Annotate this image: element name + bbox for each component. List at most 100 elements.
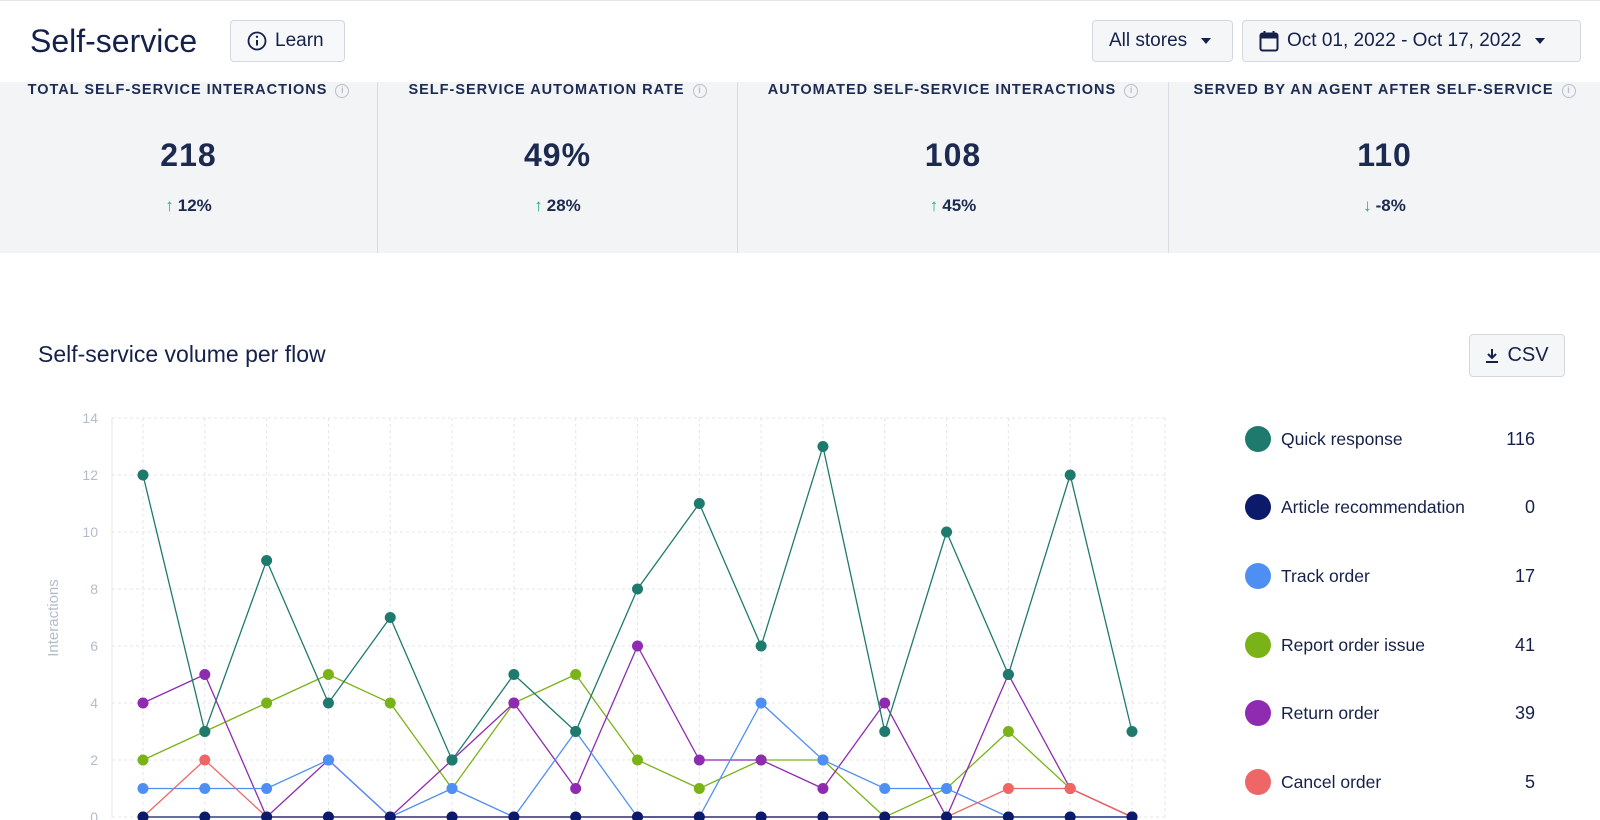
data-point-cancel-order: [199, 754, 211, 766]
data-point-report-order-issue: [384, 697, 396, 709]
data-point-quick-response: [261, 555, 273, 566]
data-point-quick-response: [137, 469, 149, 481]
stat-automation-rate: SELF-SERVICE AUTOMATION RATE i 49% ↑ 28%: [378, 82, 738, 253]
data-point-article-recommendation: [817, 811, 829, 820]
legend-name: Report order issue: [1281, 634, 1425, 655]
learn-label: Learn: [275, 30, 324, 51]
data-point-article-recommendation: [693, 811, 705, 820]
y-axis-label: Interactions: [45, 579, 62, 657]
data-point-track-order: [137, 783, 149, 794]
y-tick-label: 0: [90, 809, 98, 820]
data-point-article-recommendation: [632, 811, 643, 820]
data-point-return-order: [632, 640, 643, 652]
data-point-quick-response: [1126, 726, 1138, 737]
chart-title: Self-service volume per flow: [38, 341, 326, 367]
data-point-article-recommendation: [1002, 811, 1014, 820]
data-point-report-order-issue: [632, 754, 643, 766]
data-point-quick-response: [322, 697, 334, 709]
download-icon: [1486, 348, 1499, 363]
legend-item-quick-response[interactable]: Quick response 116: [1245, 424, 1535, 454]
arrow-down-icon: ↓: [1363, 196, 1372, 215]
data-point-quick-response: [508, 669, 520, 680]
info-icon[interactable]: i: [1124, 84, 1139, 98]
stat-label: SELF-SERVICE AUTOMATION RATE: [408, 82, 685, 98]
stat-value: 49%: [523, 137, 592, 173]
data-point-track-order: [199, 783, 211, 794]
date-range-picker[interactable]: Oct 01, 2022 - Oct 17, 2022: [1242, 20, 1581, 62]
data-point-quick-response: [384, 612, 396, 623]
csv-label: CSV: [1507, 344, 1549, 366]
data-point-track-order: [322, 754, 334, 766]
data-point-return-order: [570, 783, 582, 794]
legend-item-track-order[interactable]: Track order 17: [1245, 561, 1535, 591]
legend-name: Cancel order: [1281, 771, 1382, 792]
data-point-article-recommendation: [446, 811, 458, 820]
data-point-return-order: [755, 754, 767, 766]
legend-item-report-order-issue[interactable]: Report order issue 41: [1245, 630, 1535, 660]
info-icon[interactable]: i: [335, 84, 350, 98]
y-tick-label: 10: [82, 524, 98, 540]
data-point-article-recommendation: [755, 811, 767, 820]
stat-delta: 45%: [942, 196, 977, 215]
data-point-article-recommendation: [1126, 811, 1138, 820]
y-tick-label: 2: [90, 752, 98, 768]
data-point-return-order: [137, 697, 149, 709]
data-point-quick-response: [693, 498, 705, 509]
data-point-article-recommendation: [137, 811, 149, 820]
legend-item-return-order[interactable]: Return order 39: [1245, 698, 1535, 728]
stat-value: 218: [160, 137, 217, 173]
legend-count: 41: [1514, 634, 1535, 655]
stat-value: 110: [1357, 137, 1412, 173]
legend-dot: [1245, 700, 1271, 726]
y-tick-label: 4: [90, 695, 98, 711]
legend-item-cancel-order[interactable]: Cancel order 5: [1245, 767, 1535, 797]
stat-delta: -8%: [1375, 196, 1406, 215]
date-range-label: Oct 01, 2022 - Oct 17, 2022: [1287, 30, 1522, 51]
data-point-article-recommendation: [322, 811, 334, 820]
data-point-report-order-issue: [322, 669, 334, 680]
top-bar: Self-service Learn All stores Oct 01, 20…: [0, 0, 1600, 82]
data-point-article-recommendation: [261, 811, 273, 820]
data-point-report-order-issue: [261, 697, 273, 709]
info-icon[interactable]: i: [1561, 84, 1576, 98]
y-tick-label: 6: [90, 638, 98, 654]
stat-value: 108: [924, 137, 982, 173]
data-point-quick-response: [879, 726, 891, 737]
data-point-track-order: [446, 783, 458, 794]
data-point-cancel-order: [1064, 783, 1076, 794]
data-point-quick-response: [1064, 469, 1076, 481]
csv-download-button[interactable]: CSV: [1469, 334, 1565, 377]
stats-row: TOTAL SELF-SERVICE INTERACTIONS i 218 ↑ 12…: [0, 82, 1600, 253]
info-icon: [247, 31, 267, 51]
legend-dot: [1245, 494, 1271, 520]
data-point-quick-response: [941, 526, 953, 538]
store-selector[interactable]: All stores: [1092, 20, 1233, 62]
data-point-quick-response: [817, 441, 829, 452]
caret-down-icon: [1535, 38, 1546, 44]
y-tick-label: 14: [82, 410, 98, 426]
data-point-article-recommendation: [570, 811, 582, 820]
calendar-icon: [1259, 31, 1279, 52]
data-point-track-order: [261, 783, 273, 794]
page-title: Self-service: [30, 23, 198, 59]
data-point-article-recommendation: [508, 811, 520, 820]
legend-count: 17: [1514, 565, 1535, 586]
data-point-article-recommendation: [941, 811, 953, 820]
data-point-track-order: [755, 697, 767, 709]
data-point-return-order: [879, 697, 891, 709]
legend-item-article-recommendation[interactable]: Article recommendation 0: [1245, 492, 1535, 522]
data-point-article-recommendation: [384, 811, 396, 820]
info-icon[interactable]: i: [692, 84, 707, 98]
data-point-article-recommendation: [199, 811, 211, 820]
data-point-cancel-order: [1002, 783, 1014, 794]
legend-dot: [1245, 426, 1271, 452]
stat-delta: 12%: [177, 196, 212, 215]
data-point-track-order: [817, 754, 829, 766]
legend-name: Track order: [1281, 565, 1370, 586]
legend-dot: [1245, 769, 1271, 795]
data-point-article-recommendation: [879, 811, 891, 820]
arrow-up-icon: ↑: [929, 196, 939, 215]
learn-button[interactable]: Learn: [230, 20, 345, 62]
arrow-up-icon: ↑: [534, 196, 543, 215]
stat-automated-interactions: AUTOMATED SELF-SERVICE INTERACTIONS i 108…: [738, 82, 1169, 253]
